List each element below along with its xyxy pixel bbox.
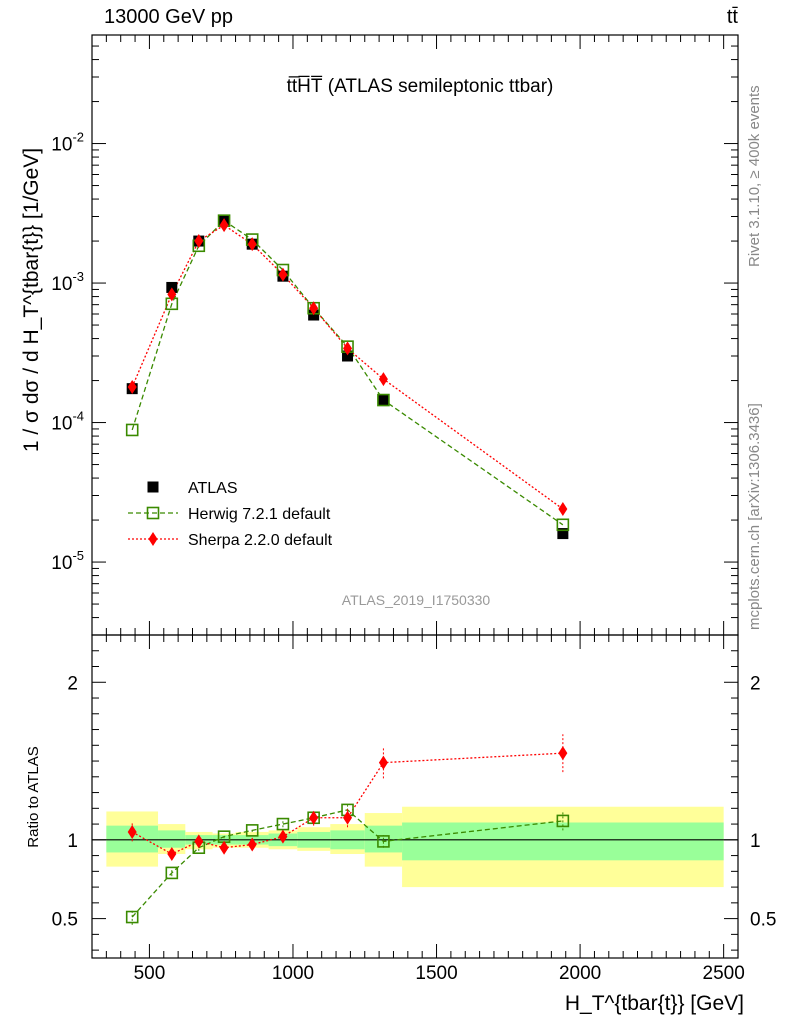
main-y-tick-label: 10-5 — [51, 548, 84, 574]
herwig-ratio-point — [125, 910, 139, 924]
herwig-ratio-point — [165, 866, 179, 880]
ratio-uncertainty-bands — [106, 806, 724, 888]
ratio-plot-frame — [91, 634, 739, 959]
x-axis-label: H_T^{tbar{t}} [GeV] — [565, 992, 744, 1015]
main-y-tick-label: 10-4 — [51, 409, 84, 435]
main-line-2 — [131, 224, 564, 510]
ratio-series-markers — [125, 734, 570, 925]
atlas-point — [342, 350, 354, 362]
x-tick-label: 500 — [134, 963, 166, 984]
analysis-label: ATLAS_2019_I1750330 — [342, 592, 491, 608]
ratio-series-lines — [131, 752, 563, 918]
sherpa-ratio-point — [278, 829, 288, 844]
atlas-point — [377, 394, 389, 406]
main-series-markers — [125, 214, 570, 540]
ratio-y-tick-label: 0.5 — [52, 910, 78, 931]
sherpa-point — [247, 237, 257, 252]
sherpa-ratio-point — [343, 810, 353, 825]
sherpa-point — [378, 372, 388, 387]
sherpa-ratio-point — [309, 810, 319, 825]
main-y-tick-label: 10-3 — [51, 269, 84, 295]
herwig-point — [125, 423, 139, 437]
sherpa-ratio-point — [558, 746, 568, 761]
legend-label-1: Herwig 7.2.1 default — [188, 506, 331, 523]
band-inner-9 — [402, 822, 724, 861]
sherpa-point — [278, 267, 288, 282]
sherpa-ratio-point — [127, 824, 137, 839]
sherpa-point — [127, 379, 137, 394]
herwig-point — [556, 518, 570, 532]
x-tick-label: 2500 — [703, 963, 745, 984]
legend: ATLAS Herwig 7.2.1 default Sherpa 2.2.0 de… — [128, 480, 333, 549]
ratio-y-tick-label-right: 0.5 — [750, 910, 776, 931]
sherpa-point — [194, 234, 204, 249]
beam-label: 13000 GeV pp — [104, 6, 233, 28]
ratio-line-1 — [131, 752, 563, 855]
legend-label-2: Sherpa 2.2.0 default — [188, 532, 333, 549]
sherpa-point — [309, 301, 319, 316]
ratio-y-axis-label: Ratio to ATLAS — [25, 746, 42, 847]
main-y-tick-label: 10-2 — [51, 130, 84, 156]
ratio-frame-box — [91, 634, 739, 959]
sherpa-point — [558, 502, 568, 517]
x-tick-label: 2000 — [559, 963, 601, 984]
sherpa-ratio-point — [167, 847, 177, 862]
sherpa-ratio-point — [194, 834, 204, 849]
sherpa-point — [167, 287, 177, 302]
legend-sherpa-marker — [148, 532, 158, 546]
ratio-line-0 — [131, 809, 563, 918]
herwig-ratio-point — [245, 824, 259, 837]
herwig-ratio-point — [556, 814, 570, 828]
ratio-y-tick-label: 2 — [67, 673, 78, 694]
axis-labels: 10-5 10-4 10-3 10-2 500 1000 1500 2000 2500 0.5 0.… — [20, 76, 776, 1015]
atlas-point — [557, 528, 569, 540]
legend-label-0: ATLAS — [188, 480, 238, 497]
herwig-point — [377, 393, 390, 407]
main-plot-title: tt̅H̅T̅ (ATLAS semileptonic ttbar) — [287, 76, 554, 97]
ratio-y-tick-label: 1 — [67, 831, 78, 852]
herwig-ratio-point — [276, 817, 290, 831]
herwig-ratio-point — [377, 835, 390, 848]
sherpa-point — [219, 218, 229, 233]
legend-herwig-marker — [146, 506, 160, 520]
sherpa-ratio-point — [219, 840, 229, 855]
sherpa-ratio-point — [378, 755, 388, 770]
legend-atlas-marker — [147, 481, 159, 493]
band-inner-1 — [158, 830, 186, 848]
process-label: tt̄ — [726, 6, 738, 28]
sherpa-point — [343, 341, 353, 356]
main-y-axis-label: 1 / σ dσ / d H_T^{tbar{t}} [1/GeV] — [20, 148, 43, 452]
x-tick-label: 1500 — [415, 963, 457, 984]
x-tick-label: 1000 — [272, 963, 314, 984]
main-line-1 — [131, 219, 564, 526]
sherpa-ratio-point — [247, 837, 257, 852]
ratio-y-tick-label-right: 1 — [750, 831, 761, 852]
ratio-y-tick-label-right: 2 — [750, 673, 761, 694]
main-series-lines — [131, 219, 564, 526]
